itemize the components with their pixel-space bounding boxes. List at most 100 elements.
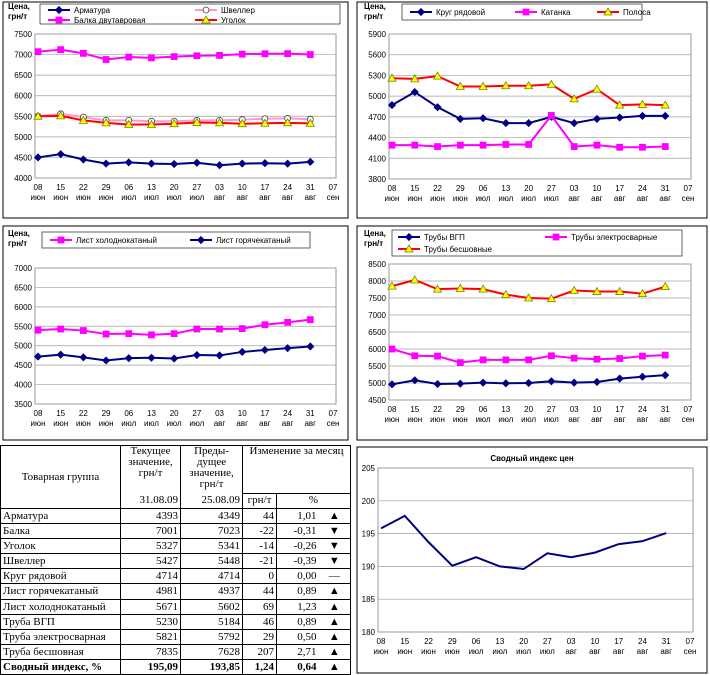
y-tick-label: 6500 bbox=[14, 283, 32, 292]
table-cell: Балка bbox=[0, 523, 121, 540]
table-cell: 5230 bbox=[120, 613, 181, 630]
y-tick-label: 5000 bbox=[14, 342, 32, 351]
x-tick-label: 31 авг bbox=[659, 184, 671, 203]
y-tick-label: 5300 bbox=[368, 71, 386, 80]
marker bbox=[432, 71, 443, 80]
x-tick-label: 03 авг bbox=[568, 405, 580, 424]
table-cell: — bbox=[318, 568, 352, 585]
marker bbox=[102, 356, 111, 365]
y-axis-label: Цена, грн/т bbox=[8, 229, 30, 248]
table-cell: ▲ bbox=[318, 598, 352, 615]
marker bbox=[260, 345, 269, 355]
marker bbox=[615, 113, 624, 122]
marker bbox=[306, 316, 314, 324]
y-tick-label: 3800 bbox=[368, 175, 386, 184]
marker bbox=[661, 351, 669, 359]
table-cell: Труба бесшовная bbox=[0, 643, 121, 660]
marker bbox=[411, 141, 419, 149]
y-tick-label: 6500 bbox=[14, 71, 32, 80]
marker bbox=[570, 354, 578, 362]
table-cell: 5184 bbox=[180, 613, 243, 630]
y-tick-label: 6000 bbox=[14, 92, 32, 101]
marker bbox=[478, 284, 488, 293]
marker bbox=[192, 158, 201, 167]
table-row: Лист холоднокатаный 5671 5602 69 1,23 ▲ bbox=[0, 598, 352, 615]
marker bbox=[34, 48, 42, 56]
table-cell: ▼ bbox=[318, 523, 352, 540]
x-tick-label: 06 июл bbox=[476, 184, 491, 203]
marker bbox=[147, 353, 156, 362]
x-tick-label: 22 июн bbox=[76, 409, 91, 428]
marker bbox=[201, 15, 211, 24]
marker bbox=[661, 111, 670, 120]
table-cell: 4349 bbox=[180, 508, 243, 525]
x-tick-label: 22 июн bbox=[430, 184, 445, 203]
marker bbox=[524, 378, 533, 388]
x-tick-label: 27 июл bbox=[540, 637, 555, 656]
legend-label: Швеллер bbox=[221, 6, 255, 15]
marker bbox=[501, 119, 510, 128]
table-cell: -22 bbox=[242, 523, 277, 540]
marker bbox=[434, 352, 441, 360]
table-cell: 0,89 bbox=[276, 583, 319, 600]
x-tick-label: 03 авг bbox=[565, 637, 577, 656]
marker bbox=[433, 379, 442, 389]
marker bbox=[79, 327, 87, 334]
header-cell: Преды-дущее значение, грн/т bbox=[180, 445, 243, 494]
x-tick-label: 22 июн bbox=[421, 637, 436, 656]
table-cell: 193,85 bbox=[180, 658, 243, 675]
marker bbox=[546, 79, 557, 88]
marker bbox=[593, 355, 601, 363]
x-tick-label: 27 июл bbox=[189, 183, 204, 202]
marker bbox=[592, 114, 601, 123]
marker bbox=[79, 353, 88, 362]
table-cell: 0 bbox=[242, 568, 277, 585]
x-tick-label: 06 июл bbox=[121, 409, 136, 428]
x-tick-label: 10 авг bbox=[591, 405, 603, 424]
marker bbox=[57, 46, 65, 54]
marker bbox=[282, 118, 293, 127]
table-cell: 195,09 bbox=[120, 658, 181, 675]
marker bbox=[569, 285, 579, 294]
table-cell: 46 bbox=[242, 613, 277, 630]
marker bbox=[125, 330, 133, 338]
table-cell: ▲ bbox=[318, 628, 352, 645]
marker bbox=[238, 347, 247, 356]
marker bbox=[616, 355, 624, 362]
marker bbox=[593, 141, 601, 149]
y-tick-label: 7000 bbox=[14, 51, 32, 60]
x-tick-label: 07 сен bbox=[327, 409, 340, 428]
marker bbox=[124, 119, 134, 128]
legend-label: Лист горячекатаный bbox=[216, 236, 291, 245]
table-cell: ▲ bbox=[318, 613, 352, 630]
marker bbox=[56, 150, 65, 159]
table-cell: 0,50 bbox=[276, 628, 319, 645]
legend-label: Уголок bbox=[221, 16, 246, 25]
marker bbox=[170, 159, 179, 169]
marker bbox=[661, 143, 669, 150]
marker bbox=[261, 321, 269, 329]
x-tick-label: 24 авг bbox=[282, 409, 294, 428]
x-tick-label: 08 июн bbox=[385, 184, 400, 203]
x-tick-label: 10 авг bbox=[236, 183, 248, 202]
marker bbox=[305, 118, 315, 127]
table-row: Труба бесшовная 7835 7628 207 2,71 ▲ bbox=[0, 643, 352, 660]
series-line bbox=[380, 514, 667, 571]
marker bbox=[592, 286, 602, 295]
marker bbox=[522, 8, 530, 16]
marker bbox=[238, 159, 247, 168]
marker bbox=[260, 118, 270, 127]
marker bbox=[56, 350, 65, 359]
marker bbox=[215, 161, 224, 170]
x-tick-label: 20 июл bbox=[167, 183, 182, 202]
marker bbox=[283, 344, 292, 353]
y-tick-label: 6000 bbox=[368, 345, 386, 354]
marker bbox=[525, 356, 533, 364]
table-cell: 5427 bbox=[120, 553, 181, 570]
marker bbox=[660, 281, 670, 291]
x-tick-label: 17 авг bbox=[614, 405, 626, 424]
marker bbox=[124, 354, 133, 363]
marker bbox=[455, 283, 465, 292]
table-cell: ▲ bbox=[318, 508, 352, 525]
